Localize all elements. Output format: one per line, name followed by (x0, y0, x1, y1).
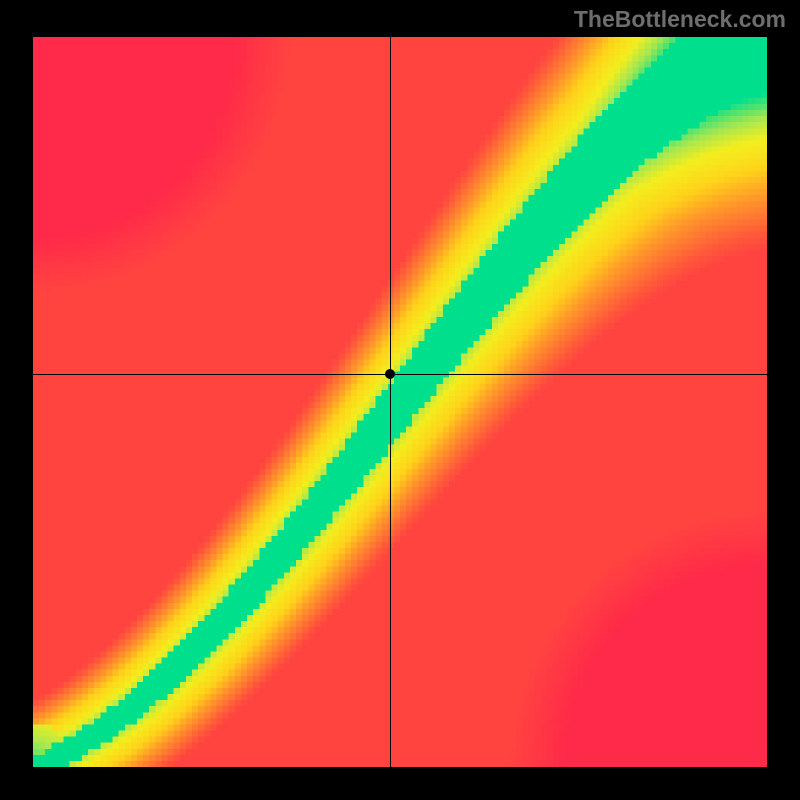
plot-area (33, 37, 767, 767)
heatmap-canvas (33, 37, 767, 767)
outer-frame: TheBottleneck.com (0, 0, 800, 800)
attribution-text: TheBottleneck.com (574, 6, 786, 33)
